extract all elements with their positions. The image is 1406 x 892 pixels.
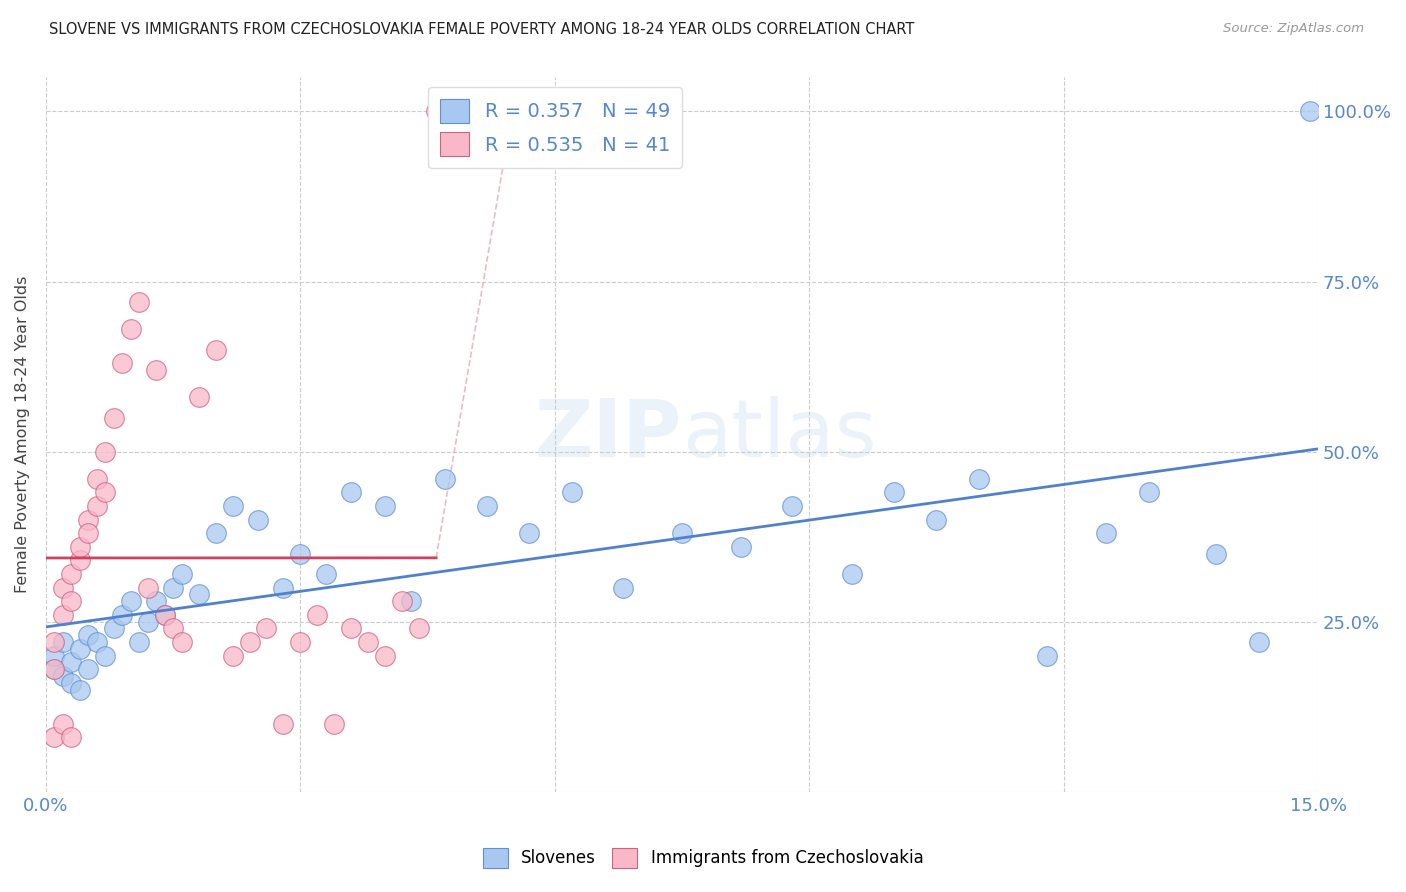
Point	[170, 635, 193, 649]
Text: SLOVENE VS IMMIGRANTS FROM CZECHOSLOVAKIA FEMALE POVERTY AMONG 18-24 YEAR OLDS C: SLOVENE VS IMMIGRANTS FROM CZECHOSLOVAKI…	[49, 22, 914, 37]
Point	[69, 553, 91, 567]
Point	[60, 731, 83, 745]
Point	[44, 662, 66, 676]
Point	[94, 648, 117, 663]
Point	[52, 716, 75, 731]
Point	[883, 485, 905, 500]
Point	[44, 731, 66, 745]
Point	[170, 567, 193, 582]
Point	[86, 635, 108, 649]
Point	[323, 716, 346, 731]
Point	[120, 594, 142, 608]
Point	[52, 607, 75, 622]
Point	[273, 581, 295, 595]
Point	[94, 485, 117, 500]
Point	[187, 390, 209, 404]
Point	[204, 343, 226, 357]
Point	[44, 648, 66, 663]
Point	[256, 622, 278, 636]
Point	[52, 635, 75, 649]
Point	[1137, 485, 1160, 500]
Point	[60, 676, 83, 690]
Text: Source: ZipAtlas.com: Source: ZipAtlas.com	[1223, 22, 1364, 36]
Point	[69, 540, 91, 554]
Point	[111, 356, 134, 370]
Point	[77, 662, 100, 676]
Point	[94, 444, 117, 458]
Point	[1095, 526, 1118, 541]
Point	[1205, 547, 1227, 561]
Point	[374, 499, 396, 513]
Point	[273, 716, 295, 731]
Point	[612, 581, 634, 595]
Point	[841, 567, 863, 582]
Point	[221, 499, 243, 513]
Point	[561, 485, 583, 500]
Point	[44, 635, 66, 649]
Point	[128, 294, 150, 309]
Point	[967, 472, 990, 486]
Point	[60, 656, 83, 670]
Point	[246, 513, 269, 527]
Point	[925, 513, 948, 527]
Point	[111, 607, 134, 622]
Point	[153, 607, 176, 622]
Point	[103, 622, 125, 636]
Point	[77, 526, 100, 541]
Point	[77, 513, 100, 527]
Y-axis label: Female Poverty Among 18-24 Year Olds: Female Poverty Among 18-24 Year Olds	[15, 276, 30, 593]
Point	[391, 594, 413, 608]
Point	[1298, 104, 1320, 119]
Point	[519, 526, 541, 541]
Point	[162, 581, 184, 595]
Legend: Slovenes, Immigrants from Czechoslovakia: Slovenes, Immigrants from Czechoslovakia	[475, 841, 931, 875]
Point	[162, 622, 184, 636]
Point	[425, 104, 447, 119]
Point	[145, 594, 167, 608]
Legend: R = 0.357   N = 49, R = 0.535   N = 41: R = 0.357 N = 49, R = 0.535 N = 41	[427, 87, 682, 168]
Point	[44, 662, 66, 676]
Point	[204, 526, 226, 541]
Point	[86, 499, 108, 513]
Point	[307, 607, 329, 622]
Point	[128, 635, 150, 649]
Point	[315, 567, 337, 582]
Point	[69, 682, 91, 697]
Point	[408, 622, 430, 636]
Point	[221, 648, 243, 663]
Point	[120, 322, 142, 336]
Point	[60, 567, 83, 582]
Point	[782, 499, 804, 513]
Point	[290, 547, 312, 561]
Point	[145, 363, 167, 377]
Point	[187, 587, 209, 601]
Point	[77, 628, 100, 642]
Point	[69, 641, 91, 656]
Point	[475, 499, 498, 513]
Text: ZIP: ZIP	[534, 395, 682, 474]
Text: atlas: atlas	[682, 395, 876, 474]
Point	[357, 635, 380, 649]
Point	[86, 472, 108, 486]
Point	[238, 635, 260, 649]
Point	[1035, 648, 1057, 663]
Point	[1247, 635, 1270, 649]
Point	[52, 669, 75, 683]
Point	[671, 526, 693, 541]
Point	[52, 581, 75, 595]
Point	[340, 485, 363, 500]
Point	[290, 635, 312, 649]
Point	[103, 410, 125, 425]
Point	[399, 594, 422, 608]
Point	[60, 594, 83, 608]
Point	[374, 648, 396, 663]
Point	[340, 622, 363, 636]
Point	[136, 581, 159, 595]
Point	[433, 472, 456, 486]
Point	[153, 607, 176, 622]
Point	[730, 540, 752, 554]
Point	[136, 615, 159, 629]
